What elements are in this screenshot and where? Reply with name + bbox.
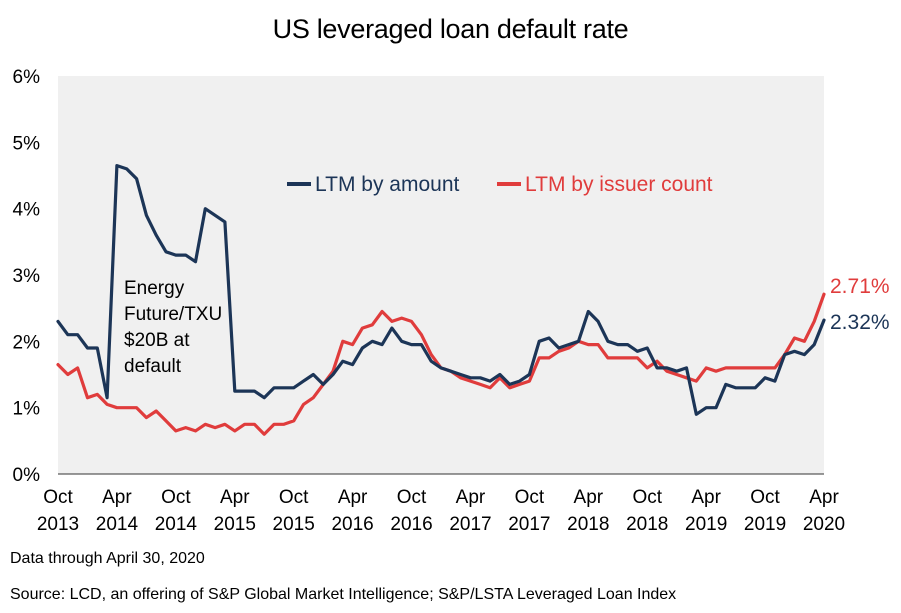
- y-axis: 0% 1% 2% 3% 4% 5% 6%: [13, 67, 41, 486]
- end-label-amount: 2.32%: [830, 311, 890, 334]
- x-tick-year: 2018: [626, 514, 668, 535]
- annotation-line-2: Future/TXU: [124, 304, 222, 325]
- x-tick-month: Oct: [632, 487, 662, 508]
- x-tick-label: Oct 2015: [273, 487, 315, 535]
- x-tick-year: 2016: [331, 514, 373, 535]
- source-note: Source: LCD, an offering of S&P Global M…: [10, 586, 677, 603]
- x-tick-label: Apr 2017: [449, 487, 491, 535]
- x-tick-year: 2014: [155, 514, 198, 535]
- x-tick-label: Apr 2018: [567, 487, 609, 535]
- y-tick-label: 5%: [13, 133, 41, 154]
- chart-title: US leveraged loan default rate: [272, 14, 629, 44]
- x-tick-label: Apr 2015: [214, 487, 256, 535]
- x-tick-year: 2019: [744, 514, 786, 535]
- annotation-line-3: $20B at: [124, 330, 190, 351]
- y-tick-label: 1%: [13, 399, 41, 420]
- x-tick-label: Oct 2013: [37, 487, 79, 535]
- x-tick-month: Oct: [750, 487, 780, 508]
- x-tick-label: Apr 2016: [331, 487, 373, 535]
- x-tick-year: 2020: [803, 514, 845, 535]
- x-tick-label: Oct 2017: [508, 487, 550, 535]
- x-tick-year: 2016: [390, 514, 432, 535]
- x-tick-month: Apr: [220, 487, 250, 508]
- plot-area: [58, 76, 824, 474]
- data-through-note: Data through April 30, 2020: [10, 550, 205, 567]
- x-tick-label: Oct 2014: [155, 487, 198, 535]
- x-tick-year: 2017: [508, 514, 550, 535]
- x-tick-label: Apr 2020: [803, 487, 845, 535]
- legend-item-issuer-count: LTM by issuer count: [497, 173, 713, 196]
- x-tick-month: Apr: [809, 487, 839, 508]
- end-label-issuer-count: 2.71%: [830, 275, 890, 298]
- legend-label-issuer-count: LTM by issuer count: [525, 173, 713, 196]
- x-tick-year: 2015: [273, 514, 315, 535]
- x-tick-label: Oct 2016: [390, 487, 432, 535]
- x-tick-year: 2015: [214, 514, 256, 535]
- y-tick-label: 6%: [13, 67, 41, 88]
- x-tick-label: Oct 2019: [744, 487, 786, 535]
- x-tick-month: Oct: [397, 487, 427, 508]
- x-tick-label: Oct 2018: [626, 487, 668, 535]
- legend-label-amount: LTM by amount: [315, 173, 459, 196]
- x-tick-month: Apr: [574, 487, 604, 508]
- x-tick-year: 2014: [96, 514, 139, 535]
- y-tick-label: 2%: [13, 332, 41, 353]
- y-tick-label: 0%: [13, 465, 41, 486]
- series-line-amount: [56, 164, 826, 416]
- legend: LTM by amount LTM by issuer count: [287, 173, 713, 196]
- x-tick-year: 2013: [37, 514, 79, 535]
- series-group: [56, 164, 826, 436]
- x-tick-year: 2018: [567, 514, 609, 535]
- x-tick-month: Oct: [515, 487, 545, 508]
- x-axis: Oct 2013 Apr 2014 Oct 2014 Apr 2015 Oct 2015 Apr 20…: [37, 487, 845, 535]
- annotation-line-4: default: [124, 356, 182, 377]
- annotation-energy-future: Energy Future/TXU $20B at default: [124, 278, 222, 377]
- x-tick-year: 2019: [685, 514, 727, 535]
- x-tick-label: Apr 2014: [96, 487, 139, 535]
- x-tick-month: Apr: [102, 487, 132, 508]
- x-tick-month: Oct: [161, 487, 191, 508]
- x-tick-month: Oct: [43, 487, 73, 508]
- legend-item-amount: LTM by amount: [287, 173, 459, 196]
- x-tick-month: Apr: [691, 487, 721, 508]
- x-tick-year: 2017: [449, 514, 491, 535]
- x-tick-month: Apr: [456, 487, 486, 508]
- y-tick-label: 3%: [13, 266, 41, 287]
- x-tick-month: Apr: [338, 487, 368, 508]
- annotation-line-1: Energy: [124, 278, 185, 299]
- y-tick-label: 4%: [13, 200, 41, 221]
- x-tick-label: Apr 2019: [685, 487, 727, 535]
- x-tick-month: Oct: [279, 487, 309, 508]
